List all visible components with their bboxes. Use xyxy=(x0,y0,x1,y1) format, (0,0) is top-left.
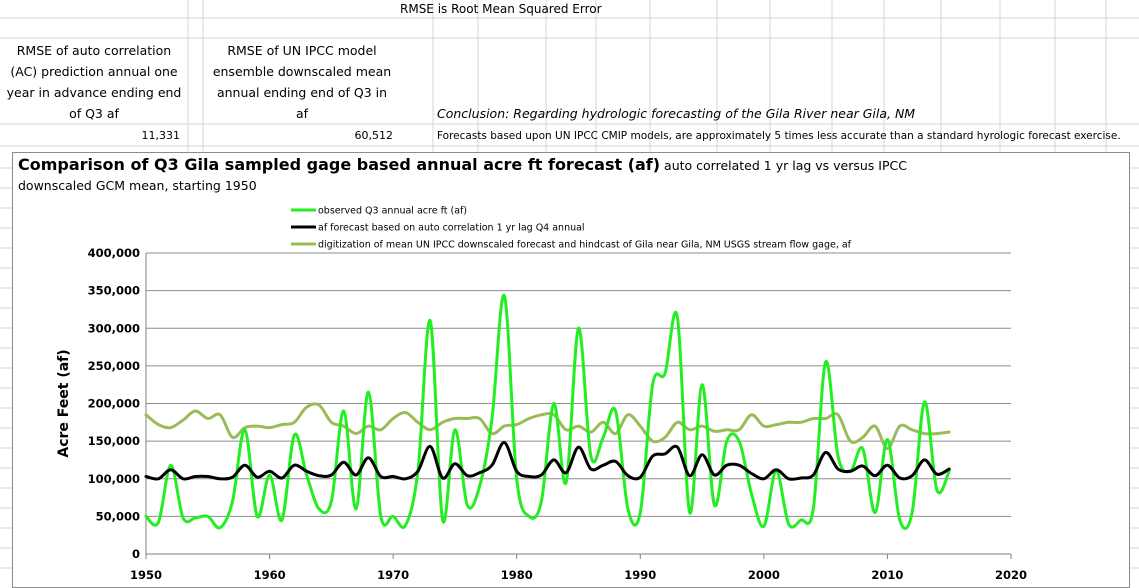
rmse-ipcc-header-line: af xyxy=(295,106,309,121)
x-tick-label: 1960 xyxy=(254,568,286,582)
chart-title-line2: downscaled GCM mean, starting 1950 xyxy=(18,178,257,193)
legend-label: af forecast based on auto correlation 1 … xyxy=(318,223,585,234)
y-tick-label: 150,000 xyxy=(88,434,140,448)
x-tick-label: 1990 xyxy=(624,568,656,582)
y-tick-label: 400,000 xyxy=(88,246,140,260)
forecast-note[interactable]: Forecasts based upon UN IPCC CMIP models… xyxy=(437,130,1121,142)
x-tick-label: 2020 xyxy=(995,568,1027,582)
x-tick-label: 2010 xyxy=(871,568,903,582)
y-tick-label: 50,000 xyxy=(96,509,140,523)
x-tick-label: 1950 xyxy=(130,568,162,582)
legend-label: digitization of mean UN IPCC downscaled … xyxy=(318,240,852,251)
rmse-ac-header-line: (AC) prediction annual one xyxy=(10,64,178,79)
conclusion-cell[interactable]: Conclusion: Regarding hydrologic forecas… xyxy=(437,106,916,121)
rmse-note[interactable]: RMSE is Root Mean Squared Error xyxy=(400,2,602,16)
rmse-ipcc-header-line: ensemble downscaled mean xyxy=(212,64,392,79)
y-tick-label: 100,000 xyxy=(88,472,140,486)
y-tick-label: 300,000 xyxy=(88,321,140,335)
x-tick-label: 1980 xyxy=(501,568,533,582)
rmse-ac-header-line: year in advance ending end xyxy=(6,85,182,100)
chart-area[interactable]: Comparison of Q3 Gila sampled gage based… xyxy=(12,152,1130,588)
series-observed-line xyxy=(144,294,951,530)
rmse-ipcc-value[interactable]: 60,512 xyxy=(354,129,394,142)
rmse-ipcc-header-line: annual ending end of Q3 in xyxy=(216,85,388,100)
y-tick-label: 200,000 xyxy=(88,397,140,411)
chart-title-main: Comparison of Q3 Gila sampled gage based… xyxy=(18,155,661,174)
x-tick-label: 2000 xyxy=(748,568,780,582)
x-tick-label: 1970 xyxy=(377,568,409,582)
y-tick-label: 350,000 xyxy=(88,284,140,298)
chart-title-rest: auto correlated 1 yr lag vs versus IPCC xyxy=(660,158,907,173)
rmse-ac-header-line: RMSE of auto correlation xyxy=(16,43,172,58)
series-ac-forecast-line xyxy=(144,441,951,481)
chart-svg: 0 50,000 100,000 150,000 200,000 250,000 300,0… xyxy=(56,206,1027,583)
rmse-ac-header[interactable]: RMSE of auto correlation (AC) prediction… xyxy=(0,40,188,124)
y-axis-label: Acre Feet (af) xyxy=(56,349,72,457)
chart-title: Comparison of Q3 Gila sampled gage based… xyxy=(18,155,907,174)
y-tick-label: 0 xyxy=(132,547,140,561)
y-tick-label: 250,000 xyxy=(88,359,140,373)
rmse-ipcc-header-line: RMSE of UN IPCC model xyxy=(227,43,377,58)
series-ipcc-line xyxy=(144,402,951,451)
rmse-ipcc-header[interactable]: RMSE of UN IPCC model ensemble downscale… xyxy=(203,40,401,124)
legend-label: observed Q3 annual acre ft (af) xyxy=(318,206,467,217)
rmse-ac-value[interactable]: 11,331 xyxy=(141,129,181,142)
rmse-ac-header-line: of Q3 af xyxy=(69,106,119,121)
